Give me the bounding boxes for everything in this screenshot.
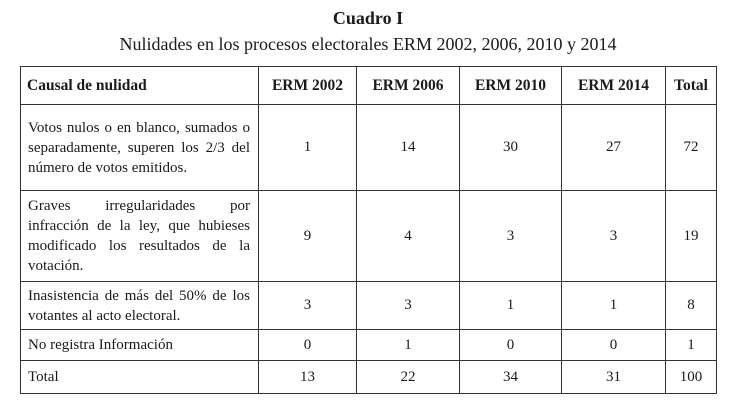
nullities-table: Causal de nulidad ERM 2002 ERM 2006 ERM … bbox=[20, 66, 717, 394]
cell-erm-2002: 13 bbox=[258, 360, 357, 394]
cell-total: 100 bbox=[665, 360, 717, 394]
cell-erm-2014: 31 bbox=[561, 360, 666, 394]
row-label: Graves irregularidades por infracción de… bbox=[20, 190, 259, 282]
table-caption-title: Nulidades en los procesos electorales ER… bbox=[119, 34, 617, 54]
table-row: Graves irregularidades por infracción de… bbox=[20, 190, 717, 282]
table-caption-label: Cuadro I bbox=[332, 8, 404, 28]
column-header-causal: Causal de nulidad bbox=[20, 66, 259, 105]
cell-erm-2006: 22 bbox=[356, 360, 460, 394]
cell-erm-2010: 0 bbox=[459, 329, 562, 361]
cell-erm-2014: 1 bbox=[561, 281, 666, 330]
cell-erm-2010: 1 bbox=[459, 281, 562, 330]
cell-erm-2014: 3 bbox=[561, 190, 666, 282]
cell-total: 72 bbox=[665, 104, 717, 191]
cell-erm-2006: 14 bbox=[356, 104, 460, 191]
column-header-erm-2014: ERM 2014 bbox=[561, 66, 666, 105]
cell-erm-2010: 34 bbox=[459, 360, 562, 394]
table-row: Votos nulos o en blanco, sumados o separ… bbox=[20, 104, 717, 191]
row-label: Inasistencia de más del 50% de los votan… bbox=[20, 281, 259, 330]
cell-erm-2010: 3 bbox=[459, 190, 562, 282]
cell-erm-2002: 1 bbox=[258, 104, 357, 191]
cell-total: 1 bbox=[665, 329, 717, 361]
cell-erm-2002: 9 bbox=[258, 190, 357, 282]
column-header-erm-2010: ERM 2010 bbox=[459, 66, 562, 105]
cell-erm-2002: 0 bbox=[258, 329, 357, 361]
cell-erm-2002: 3 bbox=[258, 281, 357, 330]
table-row: No registra Información 0 1 0 0 1 bbox=[20, 329, 717, 361]
cell-total: 19 bbox=[665, 190, 717, 282]
cell-total: 8 bbox=[665, 281, 717, 330]
table-total-row: Total 13 22 34 31 100 bbox=[20, 360, 717, 394]
table-header-row: Causal de nulidad ERM 2002 ERM 2006 ERM … bbox=[20, 66, 717, 105]
cell-erm-2006: 1 bbox=[356, 329, 460, 361]
row-label: Total bbox=[20, 360, 259, 394]
column-header-total: Total bbox=[665, 66, 717, 105]
cell-erm-2006: 3 bbox=[356, 281, 460, 330]
cell-erm-2006: 4 bbox=[356, 190, 460, 282]
cell-erm-2014: 27 bbox=[561, 104, 666, 191]
cell-erm-2010: 30 bbox=[459, 104, 562, 191]
row-label: No registra Información bbox=[20, 329, 259, 361]
column-header-erm-2002: ERM 2002 bbox=[258, 66, 357, 105]
cell-erm-2014: 0 bbox=[561, 329, 666, 361]
table-row: Inasistencia de más del 50% de los votan… bbox=[20, 281, 717, 330]
column-header-erm-2006: ERM 2006 bbox=[356, 66, 460, 105]
row-label: Votos nulos o en blanco, sumados o separ… bbox=[20, 104, 259, 191]
